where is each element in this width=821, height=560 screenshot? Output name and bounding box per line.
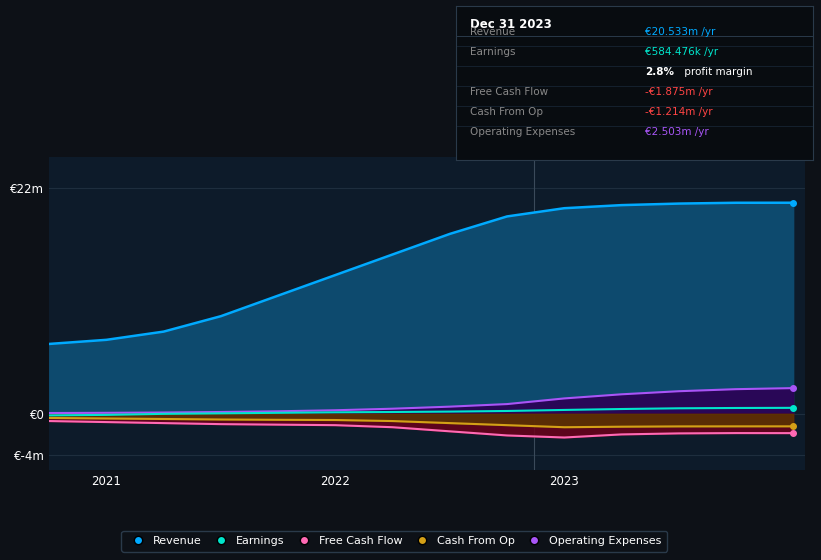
Text: Earnings: Earnings bbox=[470, 47, 516, 57]
Text: €20.533m /yr: €20.533m /yr bbox=[645, 27, 715, 37]
Legend: Revenue, Earnings, Free Cash Flow, Cash From Op, Operating Expenses: Revenue, Earnings, Free Cash Flow, Cash … bbox=[122, 530, 667, 552]
Text: Cash From Op: Cash From Op bbox=[470, 108, 543, 117]
Text: Operating Expenses: Operating Expenses bbox=[470, 127, 576, 137]
Text: €584.476k /yr: €584.476k /yr bbox=[645, 47, 718, 57]
Text: -€1.875m /yr: -€1.875m /yr bbox=[645, 87, 713, 97]
Text: -€1.214m /yr: -€1.214m /yr bbox=[645, 108, 713, 117]
Text: profit margin: profit margin bbox=[681, 67, 752, 77]
Text: Free Cash Flow: Free Cash Flow bbox=[470, 87, 548, 97]
Text: Revenue: Revenue bbox=[470, 27, 515, 37]
Text: 2.8%: 2.8% bbox=[645, 67, 674, 77]
Text: €2.503m /yr: €2.503m /yr bbox=[645, 127, 709, 137]
Text: Dec 31 2023: Dec 31 2023 bbox=[470, 18, 552, 31]
